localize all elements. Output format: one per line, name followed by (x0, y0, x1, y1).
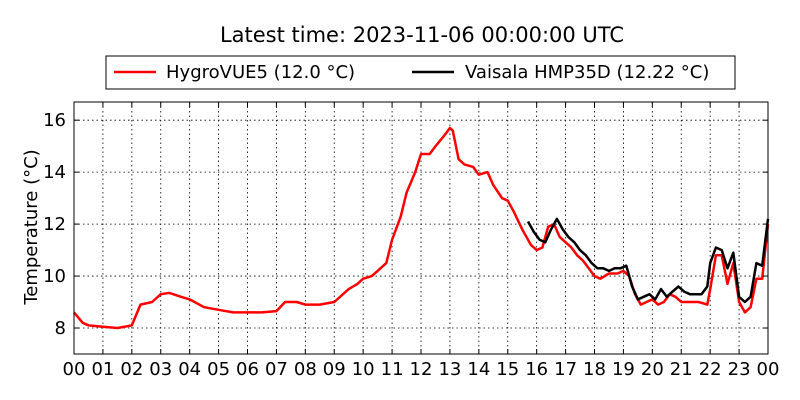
x-tick-label: 07 (265, 359, 288, 380)
axis-ticks: 00 01 02 03 04 05 06 07 08 09 10 11 12 13 14 15 16 17 18 19… (43, 102, 779, 380)
x-tick-label: 18 (583, 359, 606, 380)
legend-label-1: Vaisala HMP35D (12.22 °C) (465, 62, 709, 83)
x-tick-label: 16 (525, 359, 548, 380)
x-tick-label: 00 (63, 359, 86, 380)
x-tick-label: 11 (381, 359, 404, 380)
x-tick-label: 22 (699, 359, 722, 380)
x-tick-label: 12 (410, 359, 433, 380)
series-line-0 (73, 126, 770, 330)
x-tick-label: 00 (757, 359, 780, 380)
series-lines (73, 126, 770, 330)
x-tick-label: 09 (323, 359, 346, 380)
y-tick-label: 10 (43, 266, 66, 287)
plot-area: 00 01 02 03 04 05 06 07 08 09 10 11 12 13 14 15 16 17 18 19… (43, 101, 779, 380)
chart-title: Latest time: 2023-11-06 00:00:00 UTC (220, 23, 624, 47)
x-tick-label: 15 (496, 359, 519, 380)
x-tick-label: 23 (728, 359, 751, 380)
y-tick-label: 8 (55, 318, 66, 339)
x-tick-label: 14 (467, 359, 490, 380)
series-line-1 (526, 217, 770, 304)
x-tick-label: 06 (236, 359, 259, 380)
grid (74, 102, 768, 354)
x-tick-label: 03 (149, 359, 172, 380)
x-tick-label: 13 (438, 359, 461, 380)
y-tick-label: 12 (43, 214, 66, 235)
legend-label-0: HygroVUE5 (12.0 °C) (166, 62, 355, 83)
x-tick-label: 01 (91, 359, 114, 380)
y-tick-label: 14 (43, 162, 66, 183)
x-tick-label: 19 (612, 359, 635, 380)
y-tick-label: 16 (43, 110, 66, 131)
x-tick-label: 17 (554, 359, 577, 380)
x-tick-label: 08 (294, 359, 317, 380)
x-tick-label: 02 (120, 359, 143, 380)
legend: HygroVUE5 (12.0 °C) Vaisala HMP35D (12.22… (105, 55, 736, 90)
x-tick-label: 21 (670, 359, 693, 380)
x-tick-label: 20 (641, 359, 664, 380)
x-tick-label: 05 (207, 359, 230, 380)
x-tick-label: 10 (352, 359, 375, 380)
x-tick-label: 04 (178, 359, 201, 380)
y-axis-label: Temperature (°C) (21, 149, 42, 305)
